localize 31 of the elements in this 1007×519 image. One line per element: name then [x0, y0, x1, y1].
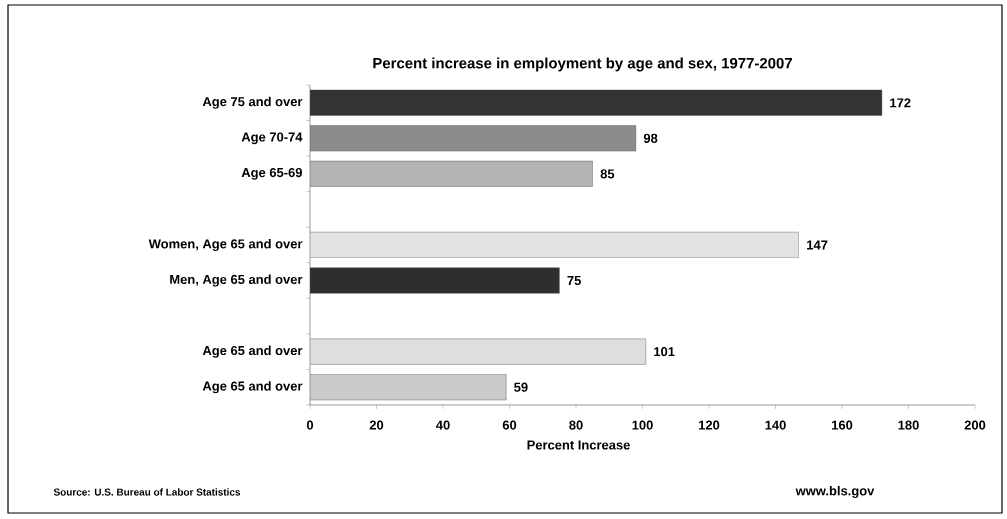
y-tick-label: Age 75 and over — [202, 96, 303, 109]
source-note: Source: U.S. Bureau of Labor Statistics — [53, 488, 241, 496]
y-tick-label: Men, Age 65 and over — [170, 274, 303, 287]
x-tick-label: 140 — [765, 420, 786, 430]
chart-title: Percent increase in employment by age and sex, 1977-2007 — [373, 57, 792, 72]
y-tick-label: Age 65 and over — [202, 381, 303, 394]
bar — [310, 267, 560, 294]
data-label: 59 — [514, 382, 528, 392]
y-tick-label: Age 65 and over — [202, 345, 303, 358]
x-tick-label: 180 — [898, 420, 919, 430]
data-label: 101 — [654, 347, 675, 357]
data-label: 75 — [567, 276, 581, 286]
x-axis-title: Percent Increase — [527, 440, 630, 450]
x-tick-label: 120 — [699, 420, 720, 430]
x-tick-label: 40 — [436, 420, 450, 430]
x-tick-label: 160 — [832, 420, 853, 430]
y-tick-label: Age 65-69 — [241, 167, 302, 180]
data-label: 147 — [807, 240, 828, 250]
text: www.bls.gov — [795, 485, 875, 499]
x-tick-label: 80 — [569, 420, 583, 430]
bar — [310, 374, 507, 401]
x-tick-label: 60 — [502, 420, 517, 430]
data-label: 85 — [600, 169, 615, 179]
x-tick-label: 100 — [632, 420, 653, 430]
y-tick-label: Age 70-74 — [241, 132, 303, 145]
x-tick-label: 200 — [964, 420, 986, 430]
y-tick-label: Women, Age 65 and over — [148, 238, 303, 252]
data-label: 172 — [890, 98, 911, 108]
x-tick-label: 20 — [369, 420, 384, 430]
data-label: 98 — [643, 133, 658, 143]
x-tick-label: 0 — [306, 420, 314, 430]
